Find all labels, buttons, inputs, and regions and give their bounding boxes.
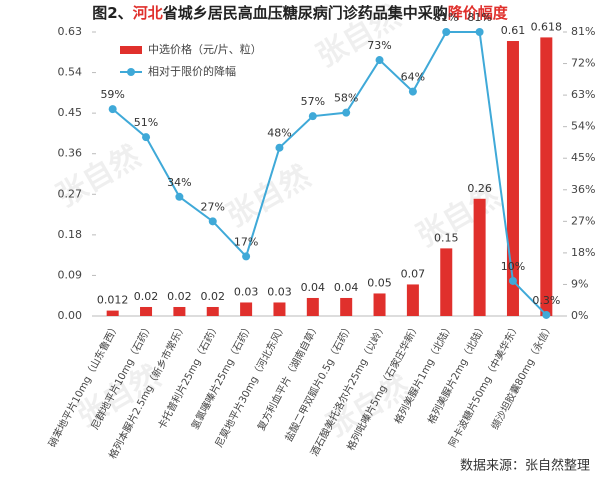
y2-tick-label: 72% (571, 57, 595, 70)
line-value-label: 27% (201, 200, 225, 213)
bar (173, 306, 186, 316)
x-tick-label: 格列美脲片2mg（北陆） (425, 321, 489, 426)
title-part: 降价幅度 (448, 4, 509, 22)
bar (440, 248, 453, 316)
title-part: 河北 (133, 4, 163, 22)
line-value-label: 10% (501, 260, 525, 273)
y2-tick-label: 0% (571, 309, 588, 322)
line-value-label: 0.3% (532, 294, 560, 307)
bar-value-label: 0.03 (234, 285, 259, 298)
line-marker (542, 310, 551, 319)
line-value-label: 51% (134, 116, 158, 129)
watermark: 张自然 (71, 359, 166, 434)
line-value-label: 59% (100, 88, 124, 101)
bar (540, 37, 553, 317)
bar-value-label: 0.15 (434, 231, 459, 244)
y2-tick-label: 63% (571, 88, 595, 101)
bar-value-label: 0.61 (501, 24, 526, 37)
y2-tick-label: 9% (571, 277, 588, 290)
bar (140, 306, 153, 316)
line-marker (208, 217, 217, 226)
line-marker (142, 133, 151, 142)
bar-value-label: 0.02 (201, 290, 226, 303)
line-marker (475, 28, 484, 36)
line-marker (275, 143, 284, 152)
bar-value-label: 0.618 (531, 20, 563, 33)
x-tick-label: 卡托普利片25mg（石药） (155, 321, 222, 432)
x-tick-label: 复方利血平片（湖南自草） (254, 321, 322, 433)
line-value-label: 64% (401, 71, 425, 84)
y2-tick-label: 81% (571, 25, 595, 38)
bar-value-label: 0.04 (301, 281, 326, 294)
source: 数据来源：张自然整理 (460, 458, 590, 474)
line-value-label: 48% (267, 127, 291, 140)
bar (340, 297, 353, 316)
bar-value-label: 0.05 (367, 276, 392, 289)
legend-marker (127, 68, 135, 76)
y-tick-label: 0.36 (58, 147, 83, 160)
line-value-label: 17% (234, 235, 258, 248)
title-part: 图2、 (92, 4, 132, 22)
line-marker (508, 276, 517, 285)
y-tick-label: 0.00 (58, 309, 83, 322)
bar (306, 297, 319, 316)
bar-value-label: 0.04 (334, 281, 359, 294)
bar-value-label: 0.03 (267, 285, 292, 298)
y-tick-label: 0.27 (58, 187, 83, 200)
line-marker (308, 112, 317, 121)
x-tick-label: 氢氯噻嗪片25mg（石药） (188, 321, 255, 432)
line-value-label: 34% (167, 176, 191, 189)
line-marker (442, 28, 451, 36)
bar (106, 310, 119, 316)
y-tick-label: 0.09 (58, 268, 83, 281)
bar (506, 41, 519, 317)
line-marker (342, 108, 351, 117)
bar-value-label: 0.26 (467, 182, 492, 195)
line (112, 31, 548, 316)
title-part: 省城乡居民高血压糖尿病门诊药品集中采购 (162, 4, 448, 22)
bar (473, 198, 486, 316)
y2-tick-label: 36% (571, 183, 595, 196)
y2-tick-label: 45% (571, 151, 595, 164)
line-marker (408, 87, 417, 96)
legend-label: 相对于限价的降幅 (148, 64, 236, 78)
line-marker (108, 105, 117, 114)
bar-value-label: 0.02 (134, 290, 159, 303)
line-value-label: 73% (367, 39, 391, 52)
y-tick-label: 0.18 (58, 228, 83, 241)
bar-value-label: 0.07 (401, 267, 426, 280)
legend-label: 中选价格（元/片、粒） (148, 42, 262, 56)
bar (406, 284, 419, 316)
line-value-label: 58% (334, 92, 358, 105)
y2-tick-label: 18% (571, 246, 595, 259)
x-tick-label: 缬沙坦胶囊80mg（永信） (488, 321, 555, 432)
line-value-label: 81% (467, 11, 491, 24)
y-tick-label: 0.63 (58, 25, 83, 38)
bar-value-label: 0.012 (97, 294, 129, 307)
watermark: 张自然 (221, 159, 316, 234)
line-marker (375, 56, 384, 65)
y2-tick-label: 27% (571, 214, 595, 227)
bar-value-label: 0.02 (167, 290, 192, 303)
y-tick-label: 0.45 (58, 106, 83, 119)
bar (373, 293, 386, 316)
line-marker (175, 192, 184, 201)
bar (273, 302, 286, 316)
y-tick-label: 0.54 (58, 66, 83, 79)
y2-tick-label: 54% (571, 120, 595, 133)
legend-swatch (120, 46, 142, 54)
chart-title: 图2、河北省城乡居民高血压糖尿病门诊药品集中采购降价幅度 (92, 4, 508, 22)
line-marker (242, 252, 251, 261)
bar (206, 306, 219, 316)
line-value-label: 57% (301, 95, 325, 108)
line-value-label: 81% (434, 11, 458, 24)
bar (240, 302, 253, 316)
